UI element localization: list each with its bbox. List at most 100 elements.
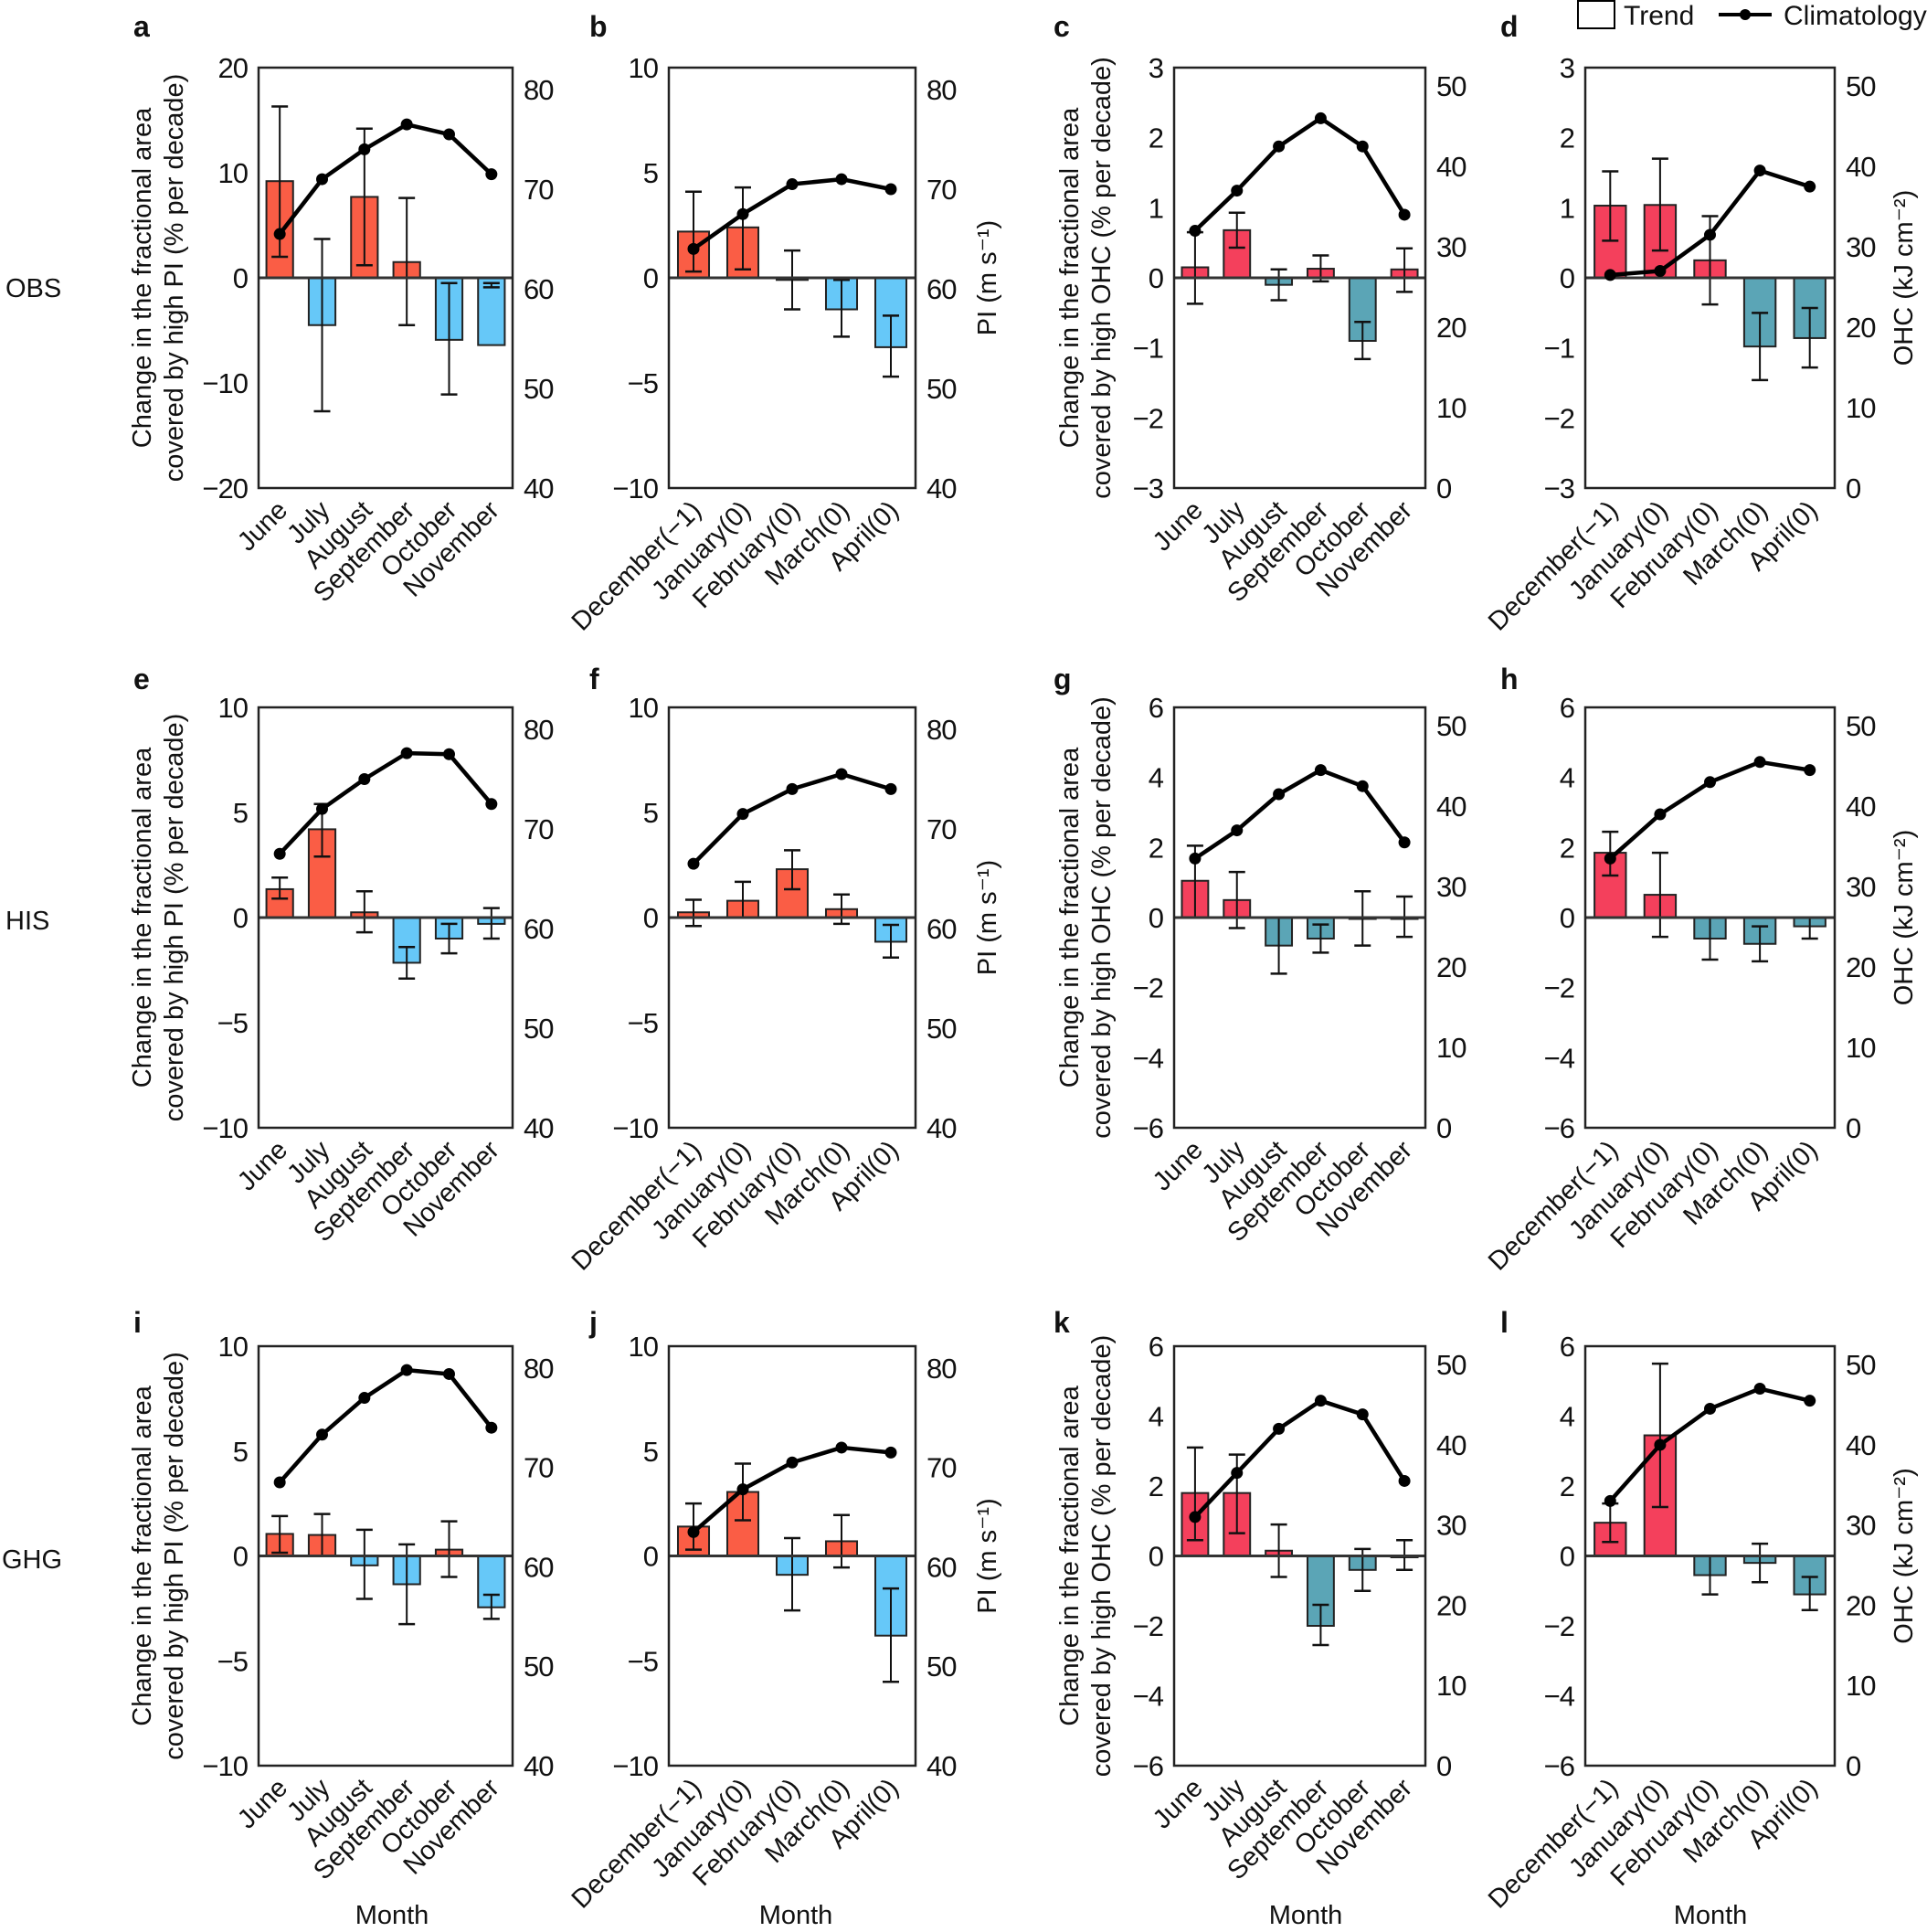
climatology-point	[1398, 1474, 1411, 1487]
panel-letter: h	[1500, 663, 1519, 695]
plot-frame	[1583, 66, 1837, 490]
y2-tick-label: 20	[1436, 312, 1466, 344]
y-tick-label: −5	[217, 1007, 248, 1039]
y-tick-label: 0	[1560, 262, 1575, 294]
y-tick-label: 10	[629, 52, 659, 84]
climatology-line	[278, 122, 493, 236]
climatology-point	[1189, 852, 1202, 865]
y2-tick-label: 50	[1436, 1349, 1466, 1381]
climatology-point	[884, 782, 897, 795]
climatology-point	[443, 1367, 455, 1380]
y-axis-label: Change in the fractional area	[1055, 107, 1085, 448]
legend-trend-label: Trend	[1624, 1, 1694, 31]
panel-e: e−10−505104050607080JuneJulyAugustSeptem…	[128, 663, 555, 1247]
panel-letter: k	[1053, 1306, 1070, 1339]
y2-tick-label: 40	[926, 1112, 957, 1144]
climatology-point	[485, 798, 498, 811]
y2-tick-label: 40	[1846, 1429, 1876, 1461]
y2-tick-label: 70	[926, 174, 957, 206]
y-tick-label: 6	[1149, 692, 1163, 724]
climatology-point	[316, 802, 328, 815]
panel-k: k−6−4−2024601020304050JuneJulyAugustSept…	[1053, 1306, 1467, 1930]
climatology-point	[358, 772, 371, 785]
y-tick-label: −2	[1133, 972, 1163, 1004]
x-axis-label: Month	[355, 1901, 429, 1930]
plot-frame	[257, 706, 514, 1130]
y-axis-label: Change in the fractional area	[1055, 747, 1085, 1088]
y-tick-label: −2	[1133, 1610, 1163, 1642]
y-tick-label: 0	[643, 262, 659, 294]
climatology-line	[1193, 768, 1406, 861]
climatology-point	[1604, 269, 1616, 281]
y-tick-label: 10	[629, 692, 659, 724]
y2-tick-label: 80	[524, 74, 554, 106]
panel-letter: b	[589, 10, 608, 43]
y2-tick-label: 0	[1436, 1112, 1452, 1144]
y2-tick-label: 50	[1846, 710, 1876, 742]
panel-g: g−6−4−2024601020304050JuneJulyAugustSept…	[1053, 663, 1467, 1247]
plot-frame	[1583, 1344, 1837, 1767]
climatology-point	[358, 143, 371, 155]
y2-tick-label: 10	[1846, 392, 1876, 424]
panel-f: f−10−505104050607080December(−1)January(…	[566, 663, 1002, 1277]
row-label-obs: OBS	[5, 274, 61, 303]
y-tick-label: 0	[233, 902, 249, 934]
y-tick-label: −2	[1544, 1610, 1574, 1642]
climatology-point	[443, 128, 455, 141]
legend-climatology-marker	[1740, 9, 1751, 20]
y2-tick-label: 50	[926, 1013, 957, 1045]
y-axis-label: covered by high OHC (% per decade)	[1087, 1335, 1117, 1778]
y-tick-label: 5	[643, 1436, 658, 1468]
climatology-point	[1604, 1494, 1616, 1507]
y-tick-label: 5	[233, 1436, 248, 1468]
y-tick-label: 2	[1560, 122, 1574, 154]
climatology-line	[1193, 116, 1407, 233]
legend-trend-swatch	[1577, 0, 1615, 29]
climatology-point	[884, 183, 897, 196]
y2-axis-label: OHC (kJ cm⁻²)	[1890, 1468, 1919, 1644]
y2-tick-label: 0	[1846, 472, 1861, 504]
climatology-point	[736, 207, 749, 220]
y2-tick-label: 0	[1846, 1750, 1861, 1782]
y-tick-label: 0	[643, 1541, 659, 1573]
y-axis-label: covered by high PI (% per decade)	[160, 714, 189, 1122]
y2-tick-label: 10	[1846, 1670, 1876, 1702]
y-tick-label: −2	[1544, 402, 1574, 434]
y2-tick-label: 60	[524, 273, 554, 305]
y-tick-label: −5	[217, 1645, 248, 1677]
panel-letter: e	[133, 663, 150, 695]
climatology-point	[400, 1364, 413, 1376]
y-tick-label: −2	[1133, 402, 1163, 434]
climatology-point	[1704, 228, 1716, 241]
climatology-point	[1356, 140, 1369, 153]
y2-axis-label: PI (m s⁻¹)	[973, 860, 1002, 975]
y2-tick-label: 50	[524, 1013, 554, 1045]
climatology-point	[1314, 111, 1327, 124]
y2-tick-label: 0	[1846, 1112, 1861, 1144]
x-axis-label: Month	[1269, 1901, 1343, 1930]
y-tick-label: 5	[233, 797, 248, 829]
y2-tick-label: 30	[1436, 231, 1466, 263]
y2-axis-label: OHC (kJ cm⁻²)	[1890, 830, 1919, 1006]
y-tick-label: −4	[1133, 1681, 1164, 1713]
y2-tick-label: 50	[926, 1651, 957, 1683]
x-axis-label: Month	[759, 1901, 833, 1930]
y-tick-label: −10	[612, 472, 658, 504]
climatology-point	[485, 168, 498, 181]
panel-letter: j	[588, 1306, 598, 1339]
climatology-point	[736, 808, 749, 821]
y2-tick-label: 0	[1436, 1750, 1452, 1782]
panel-c: c−3−2−1012301020304050JuneJulyAugustSept…	[1053, 10, 1467, 608]
y2-tick-label: 50	[524, 373, 554, 405]
legend: Trend Climatology	[1577, 0, 1927, 31]
y2-tick-label: 50	[1846, 70, 1876, 102]
y2-tick-label: 70	[524, 813, 554, 845]
y-tick-label: −4	[1133, 1042, 1164, 1074]
climatology-point	[1654, 265, 1667, 278]
y-tick-label: 10	[629, 1331, 659, 1363]
climatology-point	[1654, 808, 1667, 821]
plot-frame	[1172, 706, 1427, 1130]
climatology-point	[1189, 1511, 1202, 1523]
y-tick-label: 0	[1560, 902, 1575, 934]
y-tick-label: 2	[1149, 832, 1163, 864]
